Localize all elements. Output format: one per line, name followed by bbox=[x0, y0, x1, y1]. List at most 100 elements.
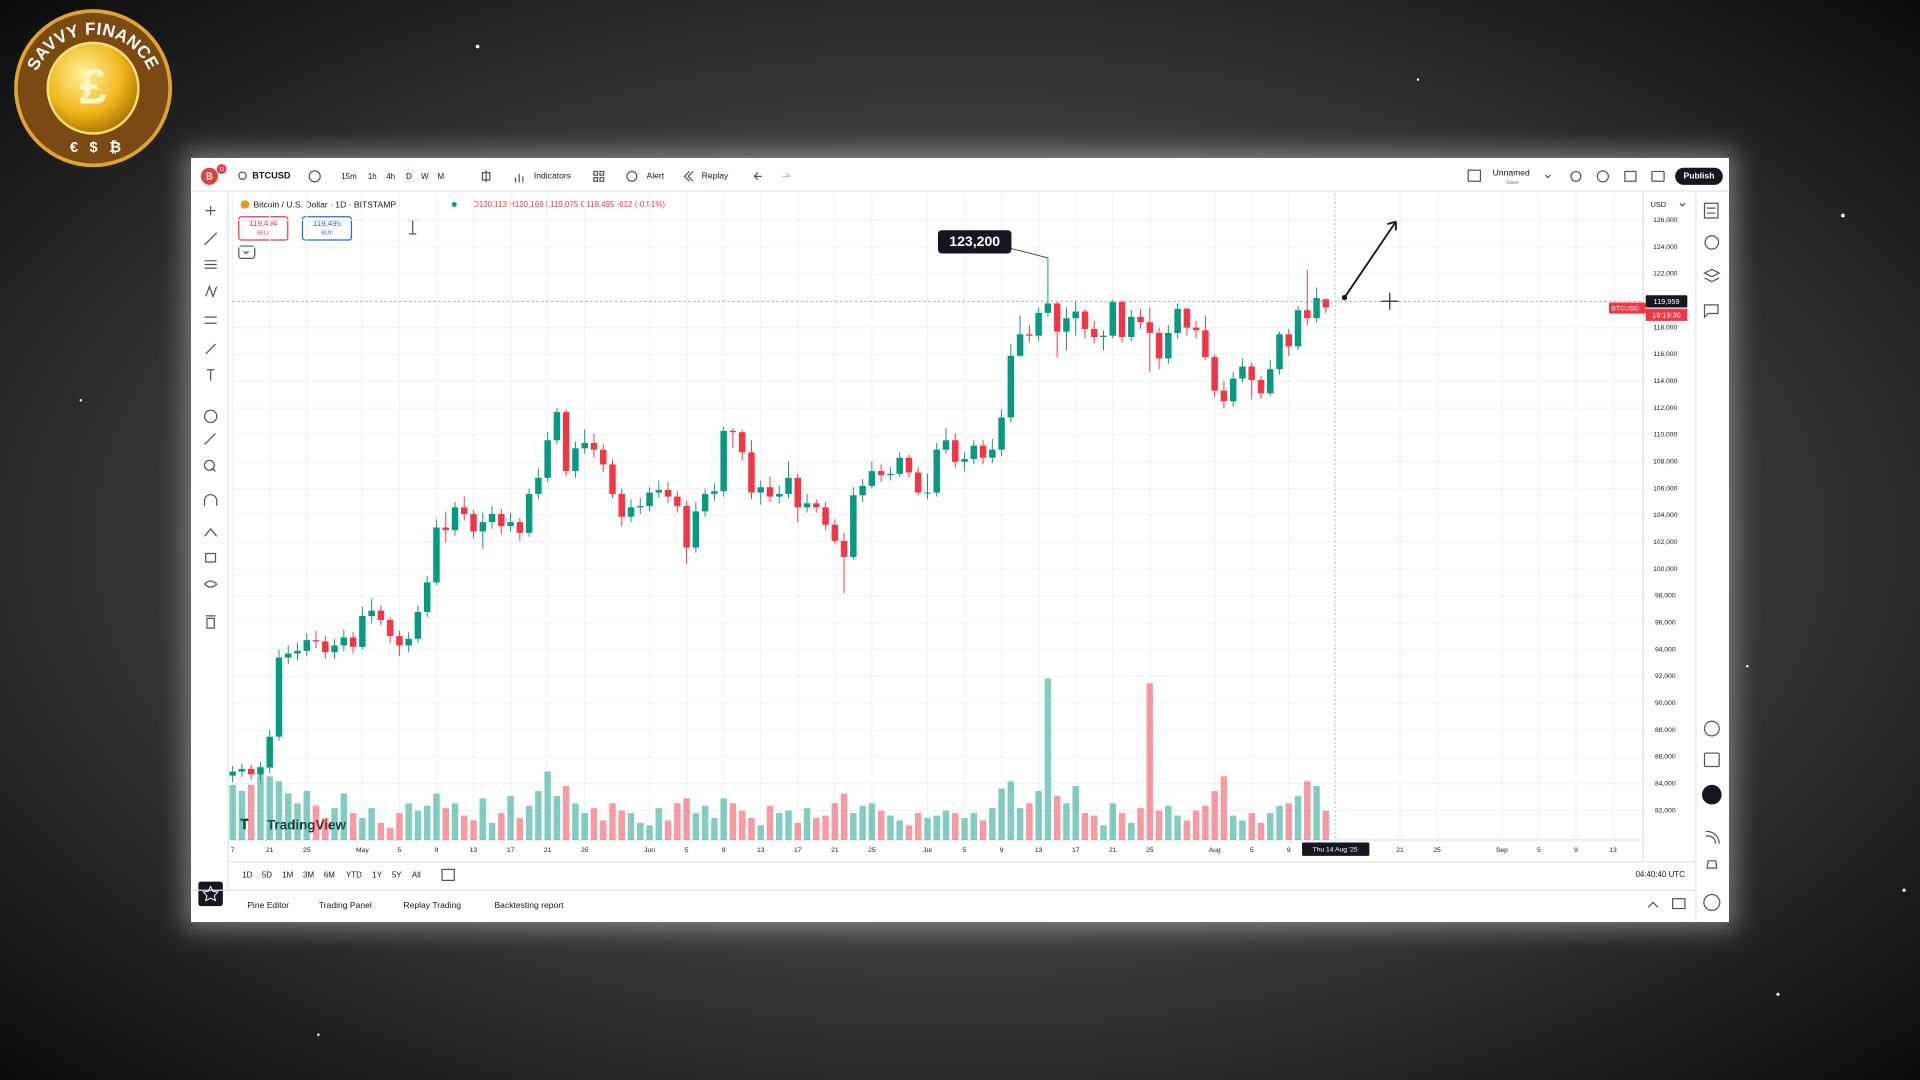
volume-bar bbox=[1276, 805, 1283, 840]
clock[interactable]: 04:40:40 UTC bbox=[1635, 870, 1685, 879]
range-button[interactable]: 1D bbox=[242, 871, 252, 880]
candle-body bbox=[442, 527, 449, 531]
volume-bar bbox=[1248, 813, 1255, 840]
replay-button[interactable]: Replay bbox=[702, 171, 729, 181]
candle-body bbox=[1026, 334, 1033, 336]
volume-bar bbox=[553, 795, 561, 840]
currency[interactable]: USD bbox=[1651, 200, 1666, 209]
quick-search[interactable] bbox=[1570, 170, 1582, 182]
volume-bar bbox=[535, 791, 542, 840]
candle-body bbox=[1202, 330, 1209, 358]
candle-body bbox=[1248, 366, 1255, 380]
range-button[interactable]: 5D bbox=[262, 871, 272, 880]
snapshot[interactable] bbox=[1651, 170, 1665, 182]
panel-controls[interactable] bbox=[1647, 898, 1686, 910]
candle-body bbox=[822, 507, 829, 525]
volume-bar bbox=[776, 813, 783, 840]
candle-body bbox=[683, 506, 690, 548]
bottom-tab[interactable]: Trading Panel bbox=[319, 900, 372, 910]
y-tick-label: 100,000 bbox=[1653, 566, 1678, 573]
candle-body bbox=[414, 611, 422, 639]
publish-button[interactable] bbox=[1675, 167, 1723, 185]
volume-bar bbox=[729, 803, 737, 840]
buy-button[interactable] bbox=[301, 216, 353, 241]
volume-bar bbox=[933, 815, 940, 840]
undo[interactable] bbox=[753, 172, 762, 181]
candle-body bbox=[1285, 334, 1293, 347]
range-button[interactable]: All bbox=[412, 871, 421, 880]
y-tick-label: 114,000 bbox=[1653, 378, 1677, 385]
templates-icon[interactable] bbox=[593, 170, 605, 182]
alerts-icon[interactable] bbox=[1704, 235, 1720, 250]
redo[interactable] bbox=[782, 172, 791, 177]
logo-symbol: £ bbox=[79, 61, 106, 115]
candle-body bbox=[776, 493, 783, 497]
calendar-icon[interactable] bbox=[1703, 752, 1720, 768]
x-tick-label: 9 bbox=[722, 847, 726, 854]
zoom-tool[interactable] bbox=[203, 459, 215, 471]
volume-bar bbox=[1053, 795, 1061, 840]
sell-button[interactable] bbox=[238, 216, 289, 241]
interval[interactable]: M bbox=[438, 172, 445, 181]
candle-body bbox=[785, 477, 792, 494]
symbol-search[interactable]: BTCUSD bbox=[252, 171, 291, 181]
candle-body bbox=[692, 511, 700, 548]
volume-bar bbox=[284, 793, 292, 840]
volume-bar bbox=[377, 822, 385, 840]
fullscreen[interactable] bbox=[1624, 170, 1637, 182]
layout-menu[interactable] bbox=[1544, 174, 1551, 179]
range-button[interactable]: 1Y bbox=[372, 871, 382, 880]
bottom-tab[interactable]: Pine Editor bbox=[247, 900, 289, 910]
candle-body bbox=[396, 636, 403, 646]
volume-bar bbox=[970, 813, 978, 840]
interval[interactable]: 1h bbox=[368, 172, 377, 181]
x-tick-label: 25 bbox=[868, 847, 876, 854]
apps-button[interactable] bbox=[1702, 784, 1722, 805]
interval[interactable]: 15m bbox=[341, 172, 357, 181]
interval[interactable]: 4h bbox=[386, 172, 395, 181]
range-button[interactable]: 3M bbox=[303, 871, 314, 880]
layout-name[interactable]: Unnamed bbox=[1493, 168, 1530, 178]
bottom-tab[interactable]: Replay Trading bbox=[403, 900, 461, 910]
legend: Bitcoin / U.S. Dollar · 1D · BITSTAMP O1… bbox=[238, 199, 665, 259]
volume-bar bbox=[1081, 813, 1089, 840]
volume-bar bbox=[266, 776, 273, 840]
volume-bar bbox=[692, 813, 700, 840]
volume-bar bbox=[989, 808, 996, 840]
range-button[interactable]: 1M bbox=[282, 871, 293, 880]
candle-body bbox=[377, 610, 385, 621]
volume-bar bbox=[562, 786, 570, 840]
range-button[interactable]: YTD bbox=[346, 871, 362, 880]
candle-body bbox=[322, 641, 329, 653]
alert-button[interactable]: Alert bbox=[647, 171, 665, 181]
range-button[interactable]: 6M bbox=[324, 871, 335, 880]
favorites-button[interactable] bbox=[198, 881, 223, 907]
app-window bbox=[191, 157, 1729, 923]
legend-toggle[interactable] bbox=[238, 245, 256, 259]
sidebar-icons-lower[interactable] bbox=[1705, 830, 1720, 869]
volume-bar bbox=[1174, 815, 1181, 840]
bottom-tab[interactable]: Backtesting report bbox=[494, 900, 564, 910]
range-button[interactable]: 5Y bbox=[392, 871, 402, 880]
chart-type-icon[interactable] bbox=[481, 170, 491, 183]
volume-bar bbox=[813, 817, 820, 840]
date-range-icon[interactable] bbox=[441, 868, 455, 882]
volume-bar bbox=[1304, 781, 1311, 840]
avatar[interactable] bbox=[200, 167, 218, 185]
target-icon[interactable] bbox=[1703, 720, 1720, 737]
interval[interactable]: W bbox=[421, 172, 429, 181]
help-icon[interactable] bbox=[1703, 893, 1721, 912]
candle-body bbox=[1007, 355, 1015, 418]
drawing-tools[interactable] bbox=[203, 205, 218, 629]
candle-body bbox=[664, 489, 672, 497]
settings[interactable] bbox=[1596, 170, 1609, 183]
candle-body bbox=[544, 440, 551, 478]
sidebar-icons[interactable] bbox=[1703, 202, 1721, 319]
compare-icon[interactable] bbox=[308, 170, 321, 183]
candle-body bbox=[1304, 310, 1311, 319]
volume-bar bbox=[498, 813, 505, 840]
x-tick-label: 21 bbox=[1396, 847, 1404, 854]
candle-body bbox=[349, 637, 357, 647]
interval[interactable]: D bbox=[406, 172, 412, 181]
indicators-button[interactable]: Indicators bbox=[534, 171, 571, 181]
